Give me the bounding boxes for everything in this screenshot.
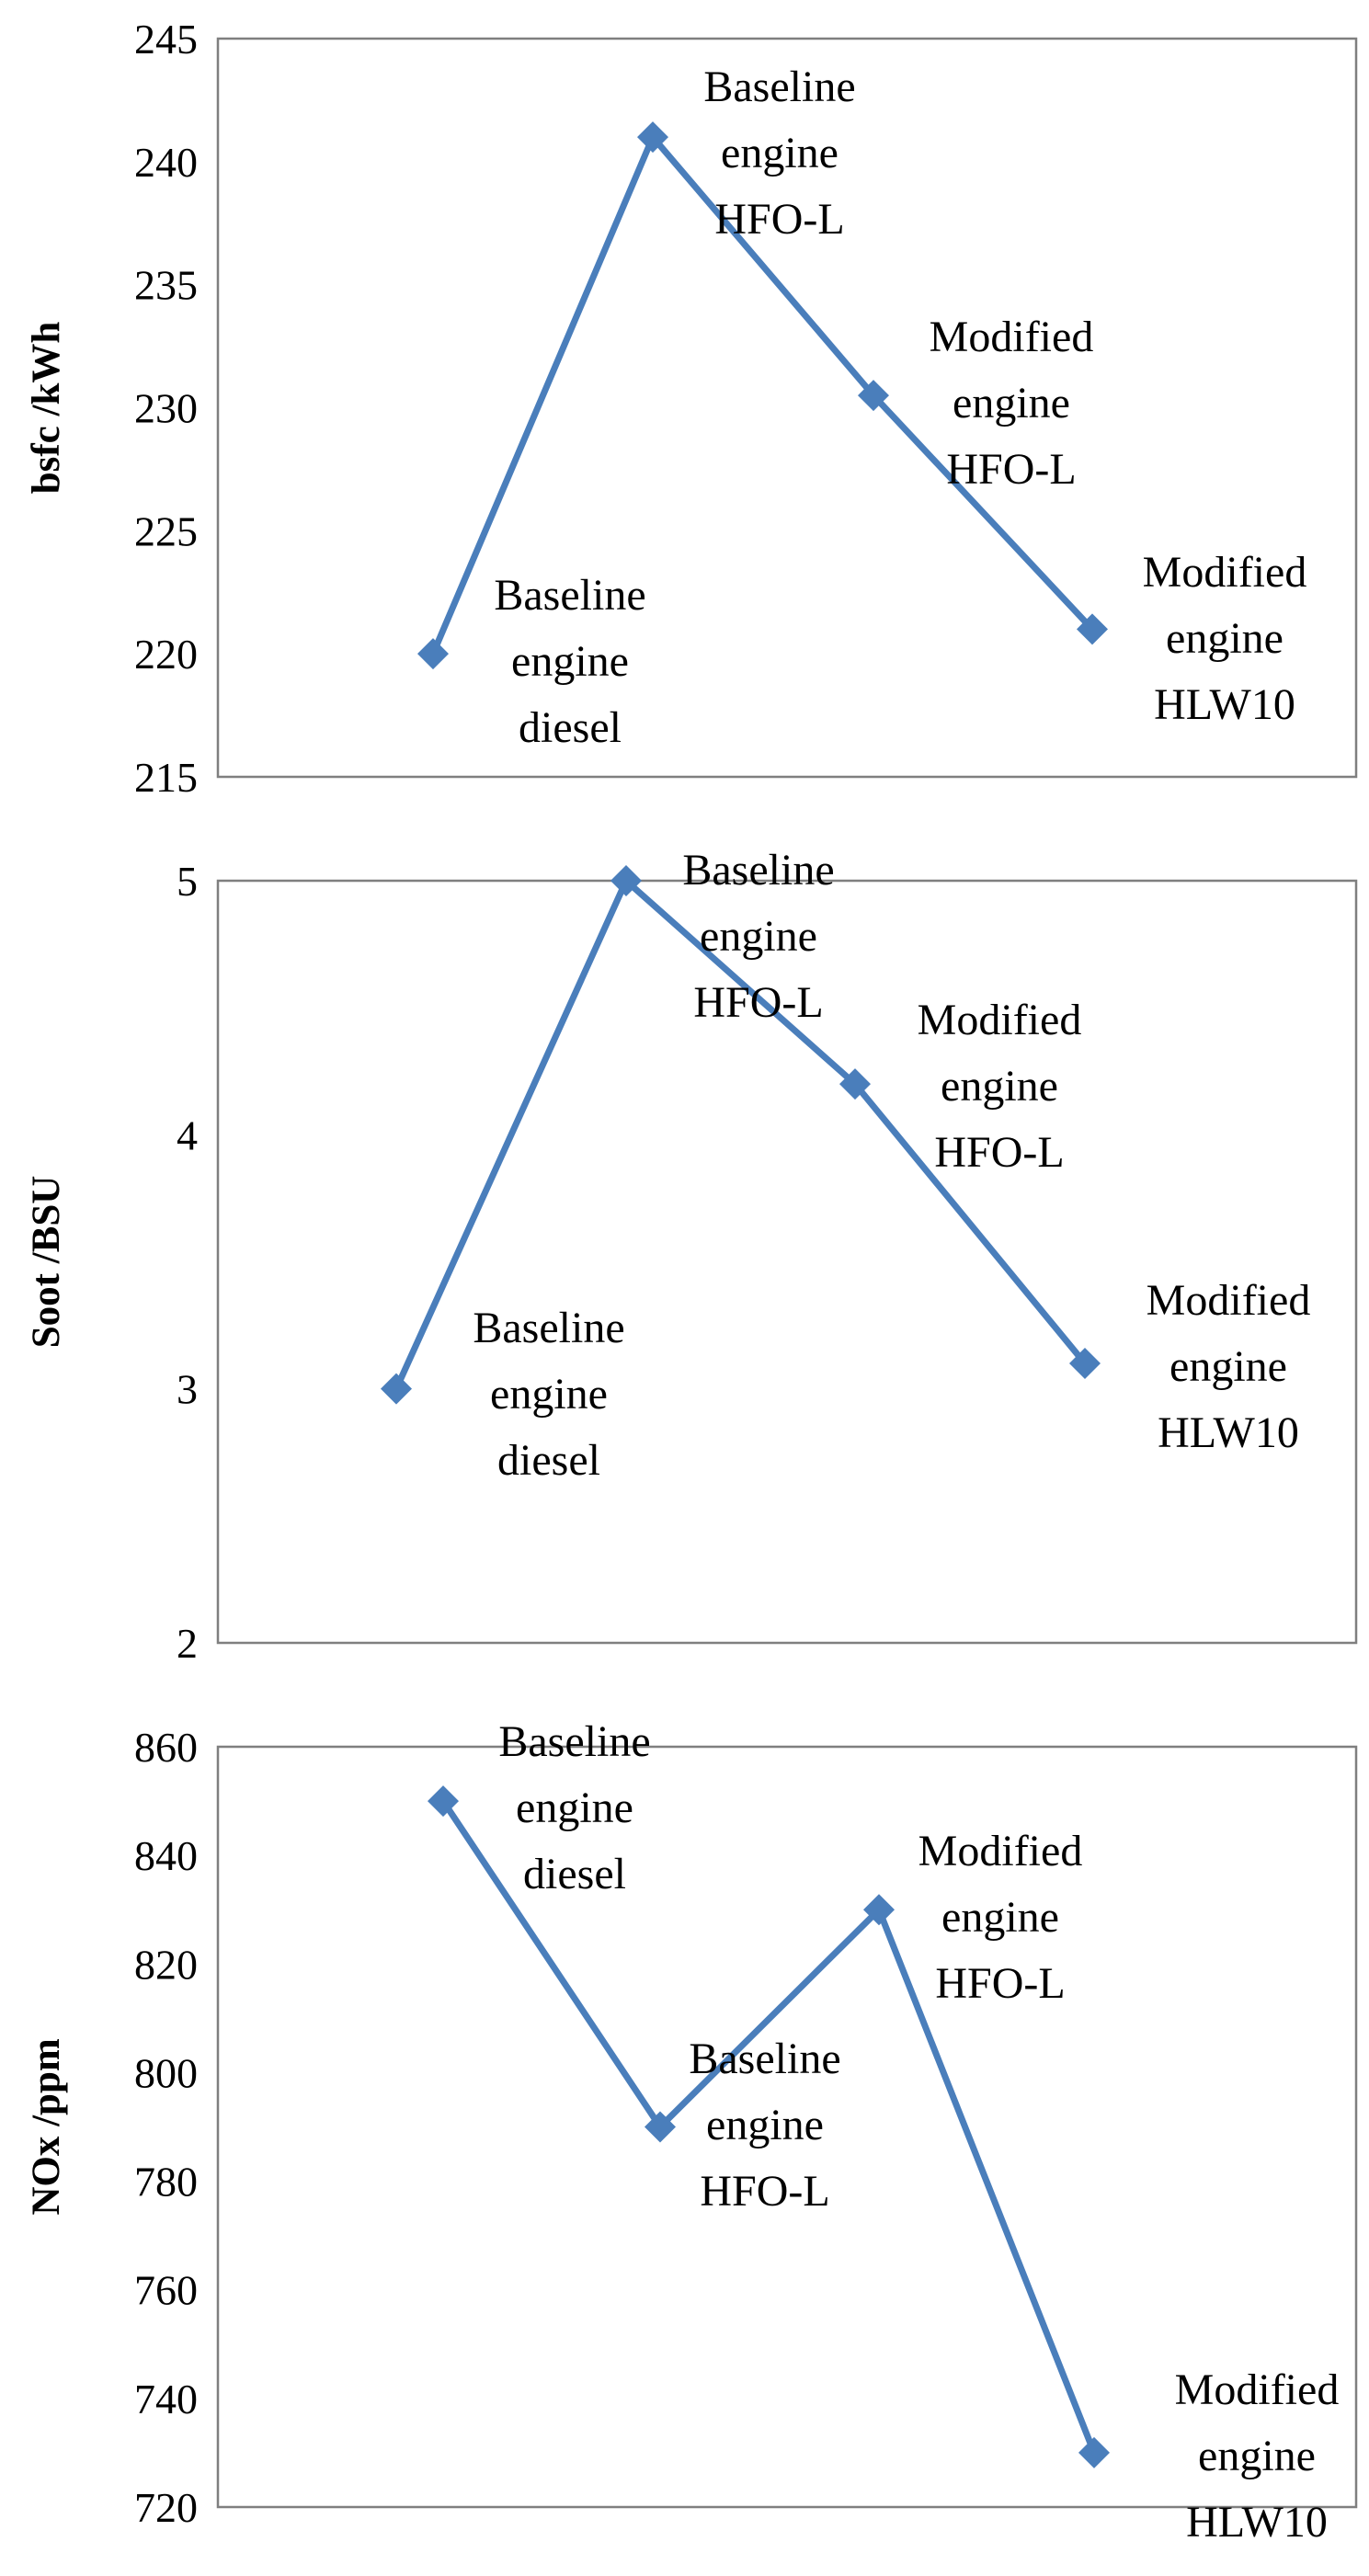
point-label-line: engine	[1169, 1342, 1287, 1391]
point-label-line: Baseline	[703, 63, 855, 111]
point-label-line: Baseline	[473, 1304, 624, 1352]
y-tick-label: 3	[177, 1366, 198, 1413]
point-label: Modified engine HLW10	[1175, 2365, 1340, 2547]
point-label-line: HFO-L	[714, 195, 844, 244]
point-label-line: HFO-L	[935, 1959, 1065, 2008]
point-label: Baseline engine HFO-L	[703, 63, 855, 244]
point-label-line: Modified	[930, 313, 1094, 361]
point-label: Modified engine HFO-L	[930, 313, 1094, 494]
point-label-line: engine	[1166, 614, 1283, 663]
y-tick-label: 215	[134, 754, 198, 801]
data-point-marker	[637, 121, 668, 154]
chart-panel-3: 720 740 760 780 800 820 840 860 NOx /ppm Baseline…	[25, 1717, 1358, 2547]
point-label-line: engine	[511, 637, 629, 686]
point-label-line: HFO-L	[934, 1128, 1064, 1177]
plot-frame	[216, 1745, 1358, 2509]
data-point-marker	[1077, 613, 1108, 645]
plot-frame	[216, 37, 1358, 779]
data-point-marker	[417, 638, 449, 670]
point-label: Modified engine HLW10	[1143, 548, 1307, 729]
point-label-line: HFO-L	[693, 978, 823, 1027]
point-label-line: Modified	[1175, 2365, 1340, 2414]
point-label: Baseline engine diesel	[473, 1304, 624, 1485]
series-line	[429, 133, 1095, 655]
y-tick-label: 840	[134, 1832, 198, 1879]
data-point-marker	[428, 1785, 459, 1818]
point-label-line: Baseline	[689, 2035, 840, 2083]
y-tick-label: 4	[177, 1111, 198, 1158]
point-label-line: HLW10	[1154, 680, 1295, 729]
point-label: Modified engine HFO-L	[918, 1827, 1083, 2008]
point-label-line: HFO-L	[946, 445, 1076, 494]
y-tick-label: 235	[134, 262, 198, 309]
chart-panel-1: 215 220 225 230 235 240 245 bsfc /kWh Baseline en…	[25, 16, 1358, 801]
series-line	[440, 1799, 1098, 2455]
y-tick-label: 800	[134, 2049, 198, 2096]
plot-frame	[216, 879, 1358, 1645]
point-label-line: diesel	[497, 1436, 600, 1485]
data-point-marker	[645, 2111, 676, 2143]
point-label-line: diesel	[519, 703, 622, 752]
data-point-marker	[381, 1373, 412, 1405]
y-tick-label: 5	[177, 858, 198, 905]
point-label-line: Modified	[1147, 1276, 1311, 1325]
point-label-line: Baseline	[498, 1717, 650, 1766]
point-label-line: Modified	[918, 996, 1082, 1044]
y-tick-label: 820	[134, 1941, 198, 1988]
point-label-line: engine	[721, 129, 839, 177]
y-tick-label: 220	[134, 631, 198, 678]
point-label-line: engine	[700, 912, 817, 961]
point-label-line: HLW10	[1186, 2498, 1328, 2547]
point-label-line: engine	[516, 1784, 633, 1832]
point-label-line: HFO-L	[700, 2167, 829, 2216]
data-point-marker	[863, 1894, 895, 1926]
y-tick-label: 245	[134, 16, 198, 63]
point-label-line: engine	[490, 1370, 608, 1419]
point-label: Modified engine HLW10	[1147, 1276, 1311, 1457]
y-tick-label: 2	[177, 1620, 198, 1667]
point-label: Baseline engine diesel	[494, 571, 645, 752]
point-label: Baseline engine HFO-L	[682, 846, 834, 1027]
data-point-marker	[839, 1068, 871, 1100]
y-tick-label: 230	[134, 385, 198, 432]
data-point-marker	[1069, 1348, 1101, 1380]
point-label-line: engine	[941, 1062, 1058, 1111]
y-tick-label: 240	[134, 139, 198, 186]
point-label-line: engine	[941, 1893, 1059, 1942]
y-axis-label: Soot /BSU	[25, 1176, 68, 1349]
data-point-marker	[610, 865, 642, 896]
y-axis-label: NOx /ppm	[25, 2038, 68, 2216]
series-line	[393, 877, 1088, 1391]
y-tick-label: 225	[134, 507, 198, 554]
point-label-line: Modified	[918, 1827, 1083, 1875]
data-point-marker	[858, 380, 889, 412]
y-tick-label: 860	[134, 1724, 198, 1771]
y-tick-label: 740	[134, 2376, 198, 2422]
data-point-marker	[1078, 2436, 1110, 2468]
point-label-line: engine	[1198, 2432, 1316, 2480]
y-tick-label: 760	[134, 2267, 198, 2314]
point-label-line: engine	[953, 379, 1070, 427]
point-label-line: engine	[706, 2101, 824, 2149]
point-label: Modified engine HFO-L	[918, 996, 1082, 1177]
y-axis-label: bsfc /kWh	[25, 322, 68, 495]
y-tick-label: 780	[134, 2159, 198, 2206]
y-tick-label: 720	[134, 2484, 198, 2531]
point-label-line: diesel	[523, 1850, 626, 1898]
point-label-line: HLW10	[1158, 1408, 1299, 1457]
point-label-line: Baseline	[682, 846, 834, 895]
point-label: Baseline engine HFO-L	[689, 2035, 840, 2216]
point-label: Baseline engine diesel	[498, 1717, 650, 1898]
point-label-line: Baseline	[494, 571, 645, 620]
point-label-line: Modified	[1143, 548, 1307, 597]
